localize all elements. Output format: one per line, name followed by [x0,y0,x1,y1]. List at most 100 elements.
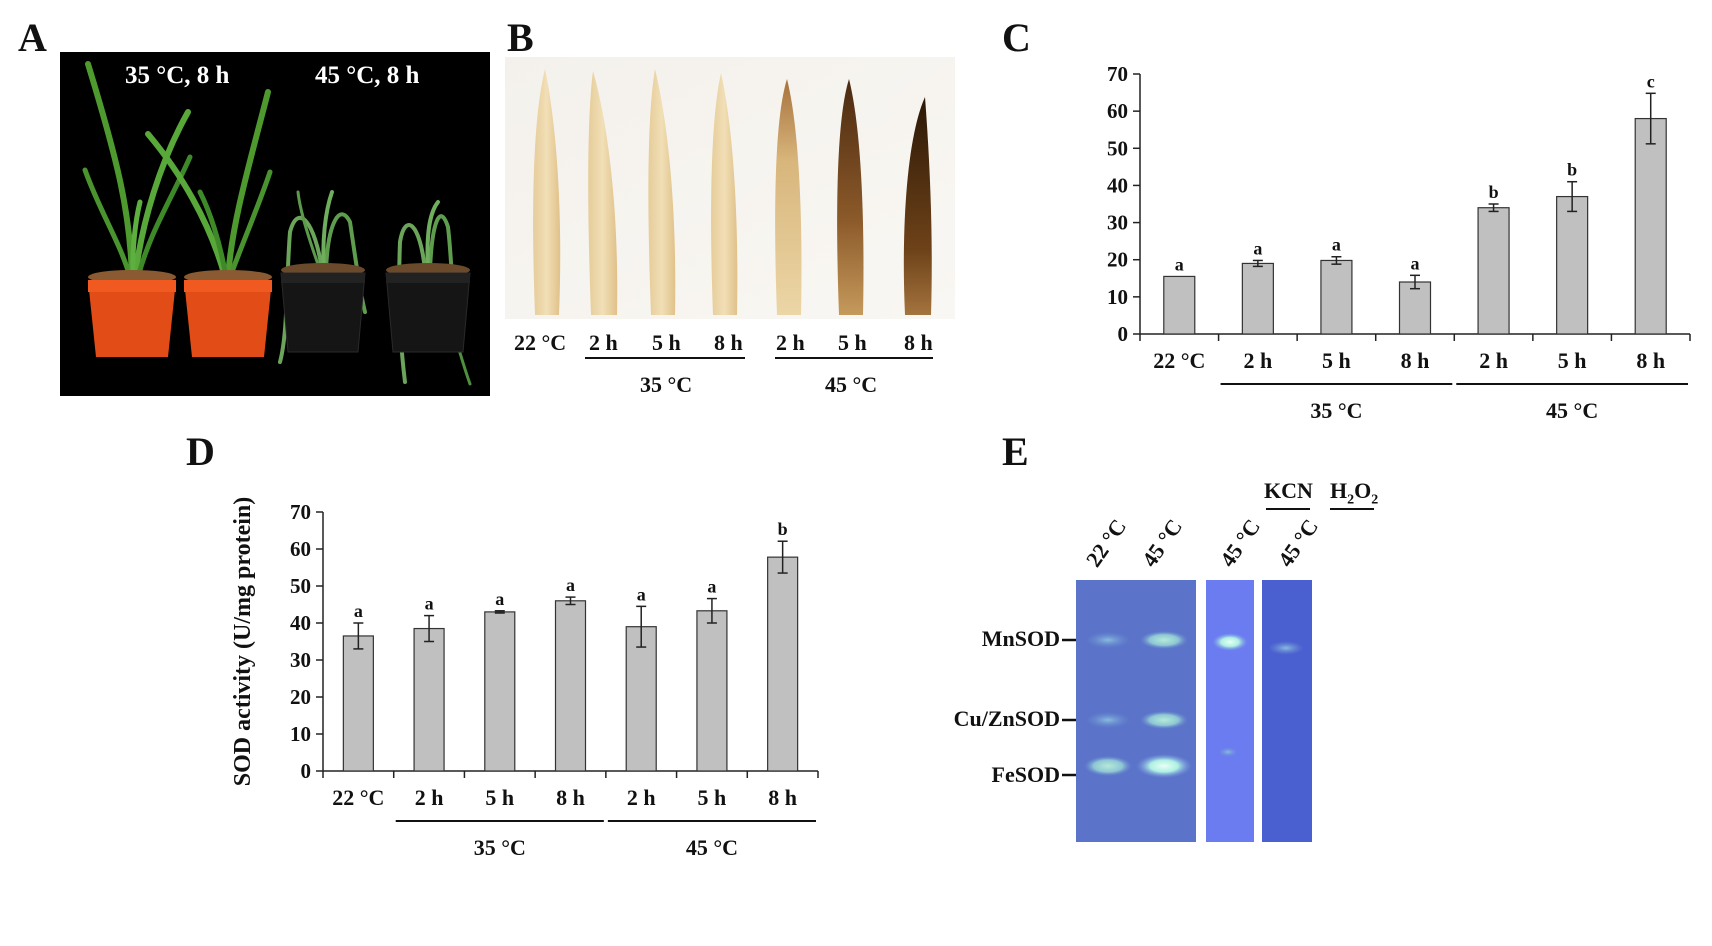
bar [1477,207,1510,335]
y-axis-label: SOD activity (U/mg protein) [230,497,256,787]
significance-letter: b [1567,160,1577,180]
significance-letter: a [1253,238,1262,258]
bar [696,610,728,772]
category-label: 5 h [1558,348,1587,373]
y-tick-label: 50 [1107,136,1128,160]
leaf-45c-8h [903,97,932,315]
category-label: 8 h [1636,348,1665,373]
panel-e: KCN H2O2 22 °C 45 °C 45 °C 45 °C MnSOD C… [954,470,1710,946]
lane-label-45c-2h: 2 h [776,330,805,355]
category-label: 2 h [627,785,656,810]
bar [342,635,374,772]
category-label: 22 °C [332,785,384,810]
y-tick-label: 20 [1107,248,1128,272]
wilted-plant-1 [278,190,367,364]
group-label: 45 °C [1546,398,1598,423]
lane-label-35c-2h: 2 h [589,330,618,355]
leaf-45c-5h [837,79,864,315]
group-label: 45 °C [686,835,738,860]
black-pot-2 [385,263,471,353]
panel-letter-a: A [18,15,47,60]
band-mnsod-45c [1140,631,1188,649]
band-fesod-22c [1084,756,1132,776]
bar [1398,281,1432,335]
gel-lane-h2o2-45c: 45 °C [1272,514,1324,572]
gel-strip-h2o2 [1262,580,1312,842]
gel-strip-kcn [1206,580,1254,842]
leaf-35c-5h [648,69,676,315]
bar [1241,262,1274,335]
leaf-staining-image [505,57,955,319]
bar [554,600,587,772]
bar [413,627,445,772]
category-label: 5 h [698,785,727,810]
gel-lane-45c: 45 °C [1136,514,1188,572]
bar [484,611,516,772]
h2o2-sub2: 2 [1371,492,1379,508]
y-tick-label: 20 [290,685,311,709]
y-tick-label: 70 [290,500,311,524]
y-tick-label: 0 [301,759,312,783]
band-fesod-kcn [1218,747,1238,757]
category-label: 8 h [556,785,585,810]
chart-sod-activity: 0 10 20 30 40 50 60 70 a 22 °C a 2 h a 5 h a 8 h a 2 h a 5 … [230,497,819,860]
bar [767,556,799,772]
leaf-35c-2h [588,71,618,315]
h2o2-o: O [1354,478,1372,503]
band-mnsod-h2o2 [1268,641,1304,655]
gel-lane-22c: 22 °C [1080,514,1132,572]
category-label: 5 h [1322,348,1351,373]
y-tick-label: 10 [290,722,311,746]
y-tick-label: 40 [290,611,311,635]
significance-letter: a [637,584,646,604]
category-label: 22 °C [1153,348,1205,373]
group-line-35c [585,357,745,359]
black-pot-1 [280,263,366,353]
group-label-35c: 35 °C [640,372,693,397]
category-label: 2 h [1479,348,1508,373]
kcn-line [1266,508,1310,510]
panel-letter-b: B [507,15,534,60]
chart-mda: 0 10 20 30 40 50 60 70 a 22 °C a 2 h a 5 h a 8 h b 2 h b 5 … [1107,62,1691,423]
group-label: 35 °C [1310,398,1362,423]
gel-images [1076,580,1312,842]
category-label: 8 h [1401,348,1430,373]
orange-pot-2 [184,270,272,357]
group-label-45c: 45 °C [825,372,878,397]
y-tick-label: 30 [290,648,311,672]
significance-letter: b [1489,182,1499,202]
band-mnsod-22c [1086,632,1130,648]
bar [625,626,657,772]
significance-letter: a [1175,254,1184,274]
lane-label-22c: 22 °C [514,330,567,355]
group-line-45c [775,357,933,359]
y-tick-label: 40 [1107,173,1128,197]
bar [1556,195,1589,335]
y-tick-label: 60 [1107,99,1128,123]
category-label: 2 h [1243,348,1272,373]
band-fesod-45c [1136,754,1192,778]
leaf-35c-8h [711,73,738,315]
y-tick-label: 10 [1107,285,1128,309]
significance-letter: a [1332,235,1341,255]
lane-label-45c-8h: 8 h [904,330,933,355]
gel-lane-kcn-45c: 45 °C [1214,514,1266,572]
significance-letter: a [425,594,434,614]
h2o2-label: H2O2 [1330,478,1378,508]
significance-letter: c [1647,71,1655,91]
leaf-22c [533,69,561,315]
panel-letter-e: E [1002,429,1029,474]
significance-letter: a [354,601,363,621]
group-label: 35 °C [474,835,526,860]
leaf-45c-2h [775,79,802,315]
significance-letter: b [778,519,788,539]
kcn-label: KCN [1264,478,1313,503]
h2o2-sub1: 2 [1347,492,1355,508]
lane-label-35c-8h: 8 h [714,330,743,355]
h2o2-line [1330,508,1374,510]
healthy-plant-1 [82,61,193,280]
category-label: 5 h [485,785,514,810]
panel-letter-c: C [1002,15,1031,60]
panel-letter-d: D [186,429,215,474]
gel-strip-main [1076,580,1196,842]
